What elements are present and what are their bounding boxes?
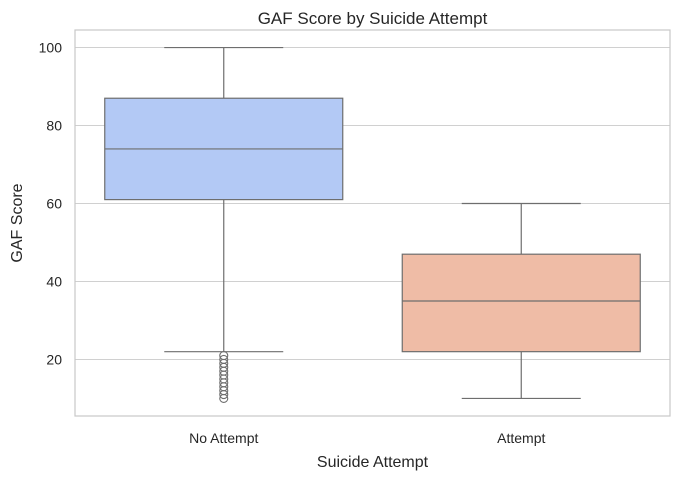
y-axis-label: GAF Score: [9, 183, 26, 262]
box-group: [401, 202, 641, 400]
iqr-box: [401, 253, 641, 353]
plot-frame: [74, 29, 671, 417]
x-tick-label: No Attempt: [189, 430, 258, 446]
y-tick-label: 60: [46, 196, 62, 212]
outlier-point: [219, 351, 229, 361]
x-axis-label: Suicide Attempt: [317, 454, 429, 471]
box-group: [104, 46, 344, 404]
outlier-point: [219, 354, 229, 365]
y-tick-label: 40: [46, 273, 62, 289]
chart-title: GAF Score by Suicide Attempt: [258, 9, 488, 28]
x-tick-labels: No Attempt Attempt: [189, 430, 545, 446]
y-tick-labels: 20 40 60 80 100: [39, 40, 63, 368]
y-tick-label: 100: [39, 40, 63, 56]
x-tick-label: Attempt: [497, 430, 545, 446]
y-tick-label: 20: [46, 351, 62, 367]
y-tick-label: 80: [46, 118, 62, 134]
boxes: [104, 46, 641, 404]
